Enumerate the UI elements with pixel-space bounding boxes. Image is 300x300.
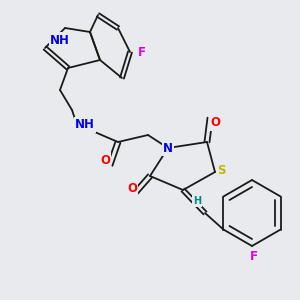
Text: O: O [127, 182, 137, 194]
Text: S: S [217, 164, 225, 176]
Text: NH: NH [75, 118, 95, 131]
Text: F: F [138, 46, 146, 59]
Text: O: O [210, 116, 220, 130]
Text: H: H [193, 196, 201, 206]
Text: N: N [163, 142, 173, 154]
Text: O: O [100, 154, 110, 166]
Text: F: F [250, 250, 258, 262]
Text: NH: NH [50, 34, 70, 46]
